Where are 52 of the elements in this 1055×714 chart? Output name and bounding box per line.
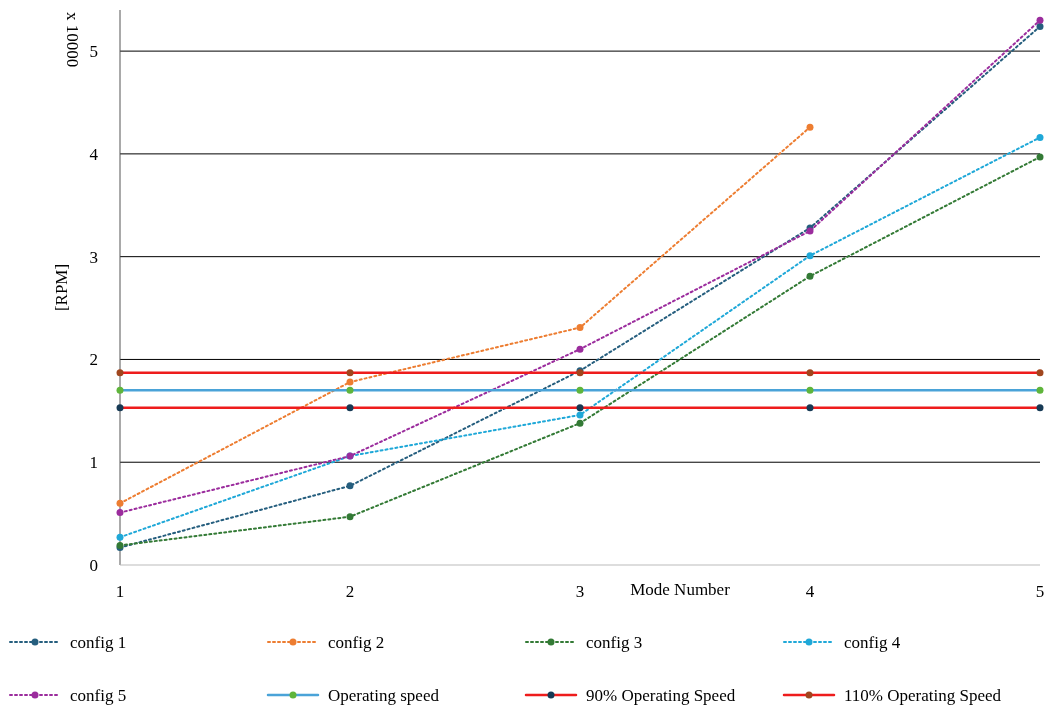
point [806,272,814,280]
point [346,378,354,386]
x-tick-label: 2 [345,582,355,601]
x-tick-label: 5 [1035,582,1045,601]
y-tick-label: 0 [89,556,98,575]
point [116,533,124,541]
y-tick-label: 4 [89,144,99,164]
point [1036,16,1044,24]
legend-label: config 1 [70,633,127,652]
legend-label: 110% Operating Speed [844,686,1002,705]
point [806,123,814,131]
point [576,404,584,412]
point [576,419,584,427]
legend-label: config 4 [844,633,901,652]
point [806,386,814,394]
point [576,345,584,353]
point [346,386,354,394]
x-tick-label: 1 [115,582,125,601]
point [1036,369,1044,377]
x-axis-title: Mode Number [630,580,731,599]
point [1036,404,1044,412]
y-tick-label: 5 [89,42,98,62]
point [346,404,354,412]
y-tick-label: 2 [89,350,98,370]
point [576,411,584,419]
point [576,386,584,394]
point [806,369,814,377]
point [346,482,354,490]
point [806,252,814,260]
legend-label: 90% Operating Speed [586,686,736,705]
legend-label: Operating speed [328,686,440,705]
point [1036,386,1044,394]
point [116,499,124,507]
x-tick-label: 3 [575,582,585,601]
point [346,513,354,521]
legend-label: config 2 [328,633,385,652]
point [806,404,814,412]
point [346,369,354,377]
legend-label: config 5 [70,686,127,705]
point [576,324,584,332]
point [116,386,124,394]
x-tick-label: 4 [805,582,815,601]
point [1036,153,1044,161]
y-tick-label: 3 [89,247,98,267]
y-tick-label: 1 [89,453,98,473]
point [116,404,124,412]
point [116,509,124,517]
point [1036,133,1044,141]
text: x 10000 [63,12,82,68]
point [116,369,124,377]
legend-label: config 3 [586,633,643,652]
y-axis-title: [RPM] [52,263,71,312]
